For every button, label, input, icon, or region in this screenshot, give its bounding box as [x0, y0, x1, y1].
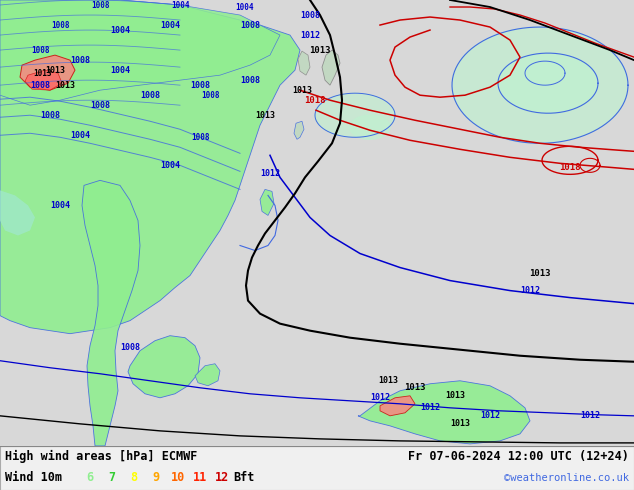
Polygon shape: [315, 93, 395, 137]
Text: 1012: 1012: [300, 30, 320, 40]
Polygon shape: [298, 51, 310, 75]
Polygon shape: [294, 121, 304, 139]
Polygon shape: [380, 396, 415, 416]
Polygon shape: [128, 336, 200, 398]
Text: 1008: 1008: [201, 91, 219, 99]
Text: 1008: 1008: [240, 75, 260, 85]
Polygon shape: [260, 189, 274, 216]
Text: 1004: 1004: [236, 2, 254, 11]
Text: 1008: 1008: [91, 0, 109, 9]
Text: 1004: 1004: [160, 161, 180, 170]
Text: 1008: 1008: [300, 10, 320, 20]
Text: 1008: 1008: [30, 81, 50, 90]
Text: 1018: 1018: [559, 163, 581, 172]
Text: 1008: 1008: [51, 21, 69, 29]
Text: 1008: 1008: [40, 111, 60, 120]
Text: 1013: 1013: [378, 376, 398, 385]
Text: 1004: 1004: [160, 21, 180, 29]
Text: 1013: 1013: [55, 81, 75, 90]
Text: 1012: 1012: [260, 169, 280, 178]
FancyBboxPatch shape: [0, 446, 634, 490]
Polygon shape: [525, 61, 565, 85]
Text: 1008: 1008: [120, 343, 140, 352]
Text: 1018: 1018: [304, 96, 326, 105]
Text: 12: 12: [215, 471, 229, 485]
Text: Bft: Bft: [233, 471, 255, 485]
Polygon shape: [358, 381, 530, 444]
Text: 8: 8: [131, 471, 138, 485]
Text: 1013: 1013: [529, 269, 551, 278]
Polygon shape: [0, 191, 35, 236]
Polygon shape: [0, 0, 280, 105]
Text: 10: 10: [171, 471, 185, 485]
Text: 1013: 1013: [309, 46, 331, 54]
Polygon shape: [82, 180, 140, 446]
Polygon shape: [195, 364, 220, 386]
Text: 1008: 1008: [70, 56, 90, 65]
Text: 9: 9: [152, 471, 160, 485]
Text: 1013: 1013: [450, 419, 470, 428]
Text: 1013: 1013: [445, 392, 465, 400]
Text: ©weatheronline.co.uk: ©weatheronline.co.uk: [504, 473, 629, 483]
Text: 1004: 1004: [171, 0, 190, 9]
Polygon shape: [452, 27, 628, 143]
Text: 1013: 1013: [33, 69, 51, 77]
Text: 11: 11: [193, 471, 207, 485]
Polygon shape: [20, 55, 75, 90]
Text: 1004: 1004: [50, 201, 70, 210]
Text: 1012: 1012: [580, 411, 600, 420]
Polygon shape: [0, 0, 300, 334]
Text: 1013: 1013: [45, 66, 65, 74]
Text: 1008: 1008: [140, 91, 160, 99]
Text: High wind areas [hPa] ECMWF: High wind areas [hPa] ECMWF: [5, 450, 197, 464]
Text: 1012: 1012: [370, 393, 390, 402]
Text: 1004: 1004: [70, 131, 90, 140]
Text: 1012: 1012: [480, 411, 500, 420]
Text: 1013: 1013: [255, 111, 275, 120]
Text: 1012: 1012: [420, 403, 440, 412]
FancyBboxPatch shape: [0, 0, 634, 446]
Text: 1008: 1008: [191, 133, 209, 142]
Text: 1008: 1008: [31, 46, 49, 54]
Text: 1004: 1004: [110, 66, 130, 74]
Text: 1013: 1013: [404, 383, 426, 392]
Text: 1004: 1004: [110, 25, 130, 35]
Text: 1008: 1008: [240, 21, 260, 29]
Text: 1008: 1008: [90, 101, 110, 110]
Polygon shape: [498, 53, 598, 113]
Polygon shape: [322, 50, 340, 85]
Polygon shape: [25, 70, 62, 90]
Text: 1012: 1012: [520, 286, 540, 295]
Text: 6: 6: [86, 471, 94, 485]
Text: 1008: 1008: [190, 81, 210, 90]
Text: Wind 10m: Wind 10m: [5, 471, 62, 485]
Text: Fr 07-06-2024 12:00 UTC (12+24): Fr 07-06-2024 12:00 UTC (12+24): [408, 450, 629, 464]
Text: 7: 7: [108, 471, 115, 485]
Text: 1013: 1013: [292, 86, 312, 95]
Polygon shape: [350, 115, 390, 139]
